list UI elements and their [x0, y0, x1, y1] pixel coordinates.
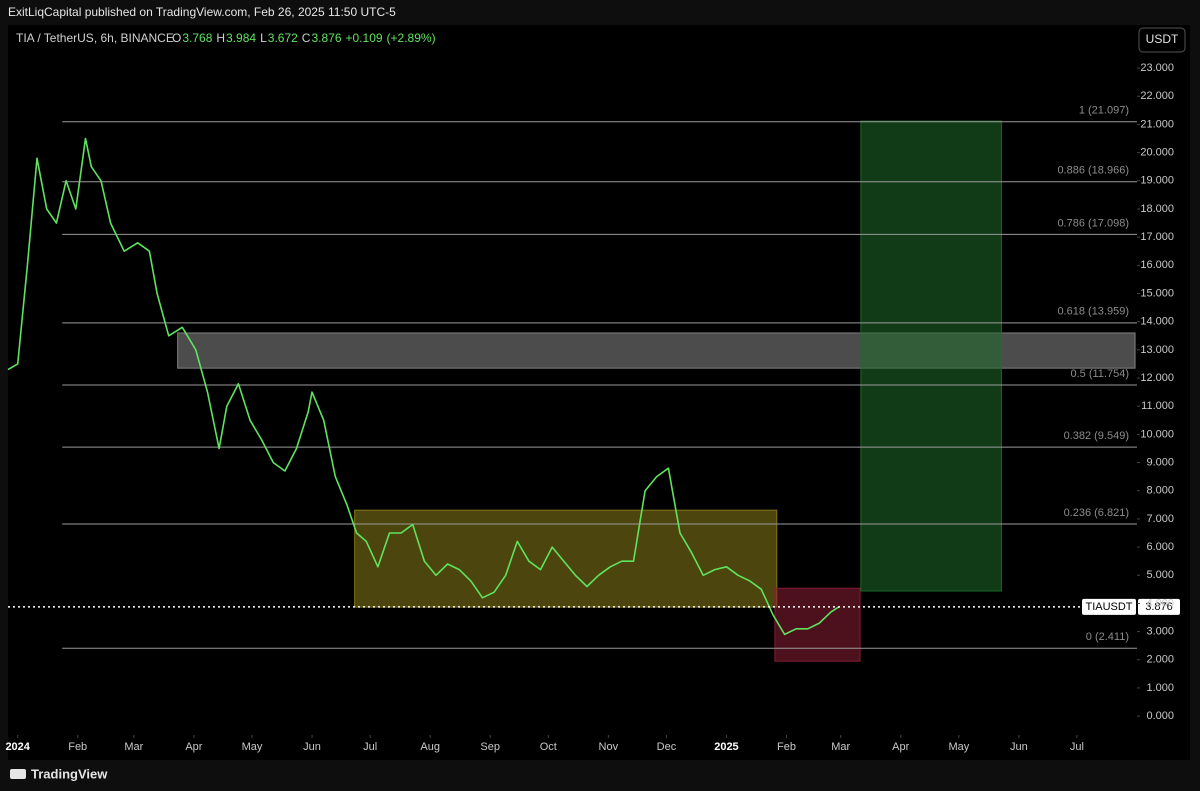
y-tick-label: 12.000 [1140, 372, 1174, 384]
header: ExitLiqCapital published on TradingView.… [8, 5, 396, 19]
ohlc-value: 3.984 [226, 31, 256, 45]
x-tick-label: Aug [420, 741, 440, 753]
y-tick-label: 9.000 [1146, 456, 1174, 468]
symbol: TIA / TetherUS, 6h, BINANCE [16, 31, 174, 45]
x-tick-label: Dec [657, 741, 677, 753]
price-tag [1138, 598, 1180, 615]
y-tick-label: 8.000 [1146, 485, 1174, 497]
x-tick-label: Apr [185, 741, 202, 753]
currency-button[interactable] [1138, 27, 1186, 53]
x-tick-label: Jun [303, 741, 321, 753]
y-tick-label: 15.000 [1140, 287, 1174, 299]
plot-bg [8, 25, 1190, 760]
ohlc-value: 3.768 [182, 31, 212, 45]
x-tick-label: May [242, 741, 263, 753]
x-tick-label: 2025 [714, 741, 738, 753]
x-tick-label: Sep [480, 741, 500, 753]
price-tag-text: 3.876 [1145, 601, 1173, 613]
symbol-tag [1082, 598, 1136, 615]
footer: TradingView [31, 766, 108, 781]
ohlc-key: O [172, 31, 181, 45]
x-tick-label: Mar [124, 741, 143, 753]
ohlc-value: 3.876 [311, 31, 341, 45]
fib-label: 0.886 (18.966) [1057, 165, 1129, 177]
currency: USDT [1146, 32, 1179, 46]
y-tick-label: 14.000 [1140, 316, 1174, 328]
y-tick-label: 6.000 [1146, 541, 1174, 553]
fib-label: 1 (21.097) [1079, 105, 1129, 117]
y-tick-label: 21.000 [1140, 118, 1174, 130]
y-tick-label: 5.000 [1146, 569, 1174, 581]
fib-label: 0.618 (13.959) [1057, 306, 1129, 318]
y-tick-label: 7.000 [1146, 513, 1174, 525]
y-tick-label: 20.000 [1140, 147, 1174, 159]
symbol-tag-text: TIAUSDT [1085, 601, 1132, 613]
zone [354, 509, 778, 608]
fib-label: 0.382 (9.549) [1064, 430, 1129, 442]
ohlc-key: L [260, 31, 267, 45]
y-tick-label: 2.000 [1146, 654, 1174, 666]
x-tick-label: May [948, 741, 969, 753]
change-pct: (+2.89%) [387, 31, 436, 45]
y-tick-label: 3.000 [1146, 626, 1174, 638]
y-tick-label: 13.000 [1140, 344, 1174, 356]
fib-label: 0.236 (6.821) [1064, 507, 1129, 519]
x-tick-label: Feb [777, 741, 796, 753]
x-tick-label: Jul [1070, 741, 1084, 753]
ohlc-key: H [216, 31, 225, 45]
x-tick-label: Mar [831, 741, 850, 753]
y-tick-label: 4.000 [1146, 597, 1174, 609]
y-tick-label: 22.000 [1140, 90, 1174, 102]
x-tick-label: Jun [1010, 741, 1028, 753]
x-tick-label: 2024 [5, 741, 30, 753]
y-tick-label: 17.000 [1140, 231, 1174, 243]
y-tick-label: 18.000 [1140, 203, 1174, 215]
y-tick-label: 23.000 [1140, 62, 1174, 74]
x-tick-label: Oct [540, 741, 557, 753]
fib-label: 0 (2.411) [1086, 631, 1129, 643]
x-tick-label: Jul [363, 741, 377, 753]
ohlc-key: C [302, 31, 311, 45]
zone [860, 120, 1002, 592]
x-tick-label: Apr [892, 741, 909, 753]
y-tick-label: 11.000 [1141, 400, 1174, 412]
x-tick-label: Feb [68, 741, 87, 753]
y-tick-label: 0.000 [1146, 710, 1174, 722]
fib-label: 0.786 (17.098) [1057, 217, 1129, 229]
y-tick-label: 10.000 [1140, 428, 1174, 440]
fib-label: 0.5 (11.754) [1070, 368, 1129, 380]
y-tick-label: 1.000 [1146, 682, 1174, 694]
tv-logo [10, 769, 26, 779]
y-tick-label: 19.000 [1140, 175, 1174, 187]
change: +0.109 [346, 31, 383, 45]
x-tick-label: Nov [599, 741, 619, 753]
y-tick-label: 16.000 [1140, 259, 1174, 271]
price-line [7, 137, 840, 636]
ohlc-value: 3.672 [268, 31, 298, 45]
